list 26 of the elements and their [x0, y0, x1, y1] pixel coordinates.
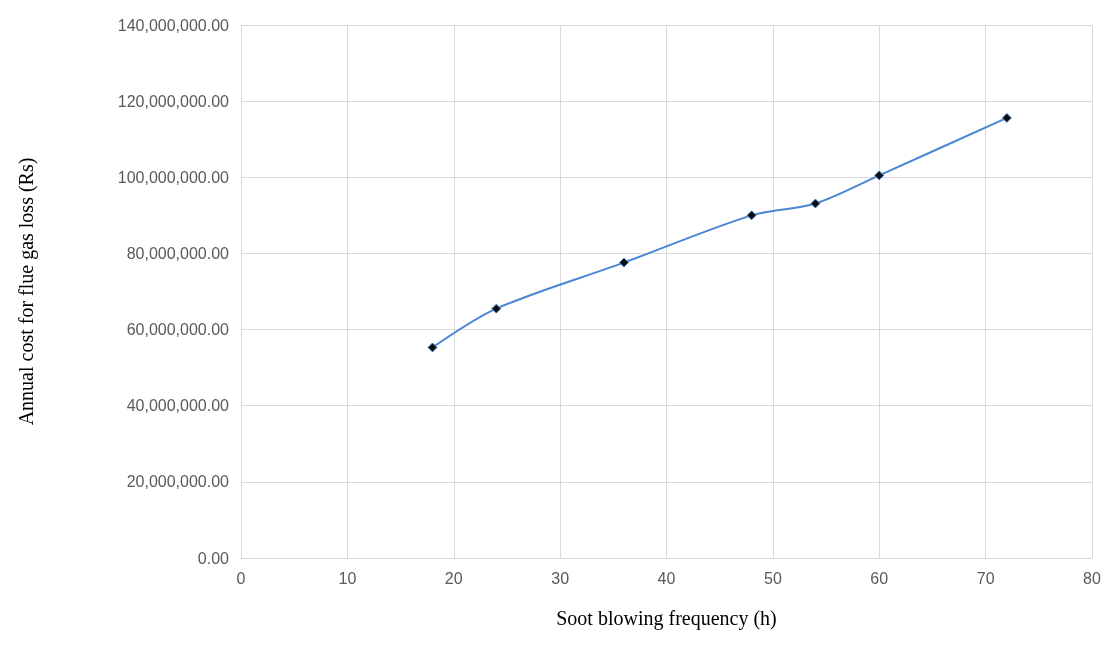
point [618, 257, 629, 268]
y-tick-label: 140,000,000.00 [117, 16, 230, 34]
x-tick-label: 60 [870, 569, 889, 587]
x-tick-label: 30 [551, 569, 570, 587]
point [874, 170, 885, 181]
x-tick-label: 0 [236, 569, 246, 587]
x-tick-label: 80 [1083, 569, 1101, 587]
y-axis-title: Annual cost for flue gas loss (Rs) [15, 157, 38, 426]
point [1001, 112, 1012, 123]
y-tick-label: 20,000,000.00 [126, 473, 230, 491]
y-tick-label: 40,000,000.00 [126, 397, 230, 415]
x-tick-label: 70 [976, 569, 995, 587]
point [746, 210, 757, 221]
point [491, 303, 502, 314]
point [427, 342, 438, 353]
point [810, 198, 821, 209]
x-tick-label: 50 [763, 569, 782, 587]
x-tick-label: 10 [338, 569, 357, 587]
x-tick-label: 20 [444, 569, 463, 587]
y-tick-label: 100,000,000.00 [117, 168, 230, 186]
y-tick-label: 120,000,000.00 [117, 92, 230, 110]
y-tick-label: 0.00 [197, 549, 230, 567]
x-axis-title: Soot blowing frequency (h) [556, 607, 777, 630]
y-tick-label: 80,000,000.00 [126, 244, 230, 262]
y-tick-label: 60,000,000.00 [126, 321, 230, 339]
x-tick-label: 40 [657, 569, 676, 587]
